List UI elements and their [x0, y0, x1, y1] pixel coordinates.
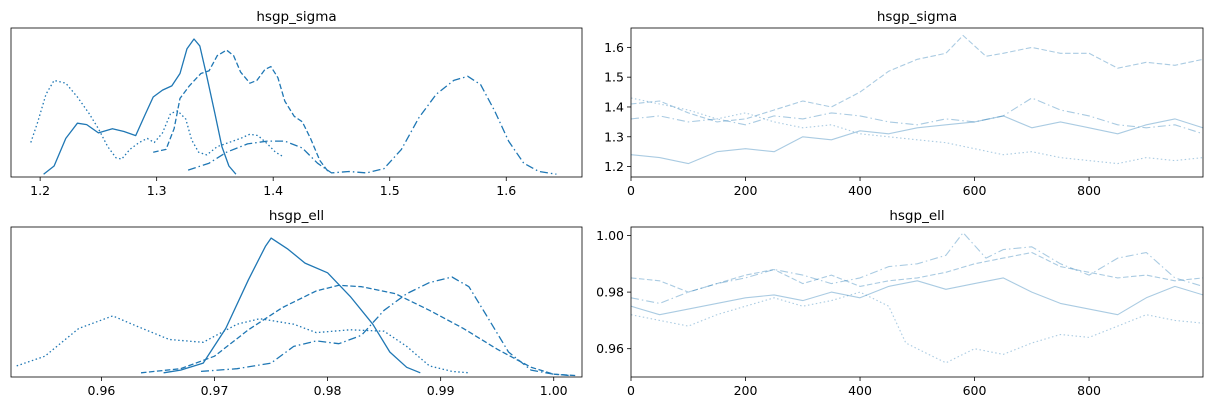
x-tick-label: 1.6 [496, 183, 516, 198]
x-tick-label: 400 [848, 383, 872, 398]
y-tick-label: 0.96 [596, 341, 624, 356]
density-panel-0: hsgp_sigma 1.2 1.3 1.4 1.5 1.6 [10, 9, 583, 198]
series-line-solid [163, 237, 421, 374]
x-tick-label: 0.99 [427, 383, 455, 398]
series-group [631, 232, 1203, 364]
axes-frame [10, 27, 583, 178]
y-tick-label: 0.98 [596, 285, 624, 300]
panel-title: hsgp_sigma [877, 9, 957, 25]
y-tick-label: 1.5 [604, 70, 624, 85]
panel-title: hsgp_ell [269, 208, 324, 224]
trace-panel-1: hsgp_sigma 0 200 400 600 800 1.2 1.3 1.4 1.5 1.6 [604, 9, 1204, 198]
x-tick-label: 200 [734, 183, 758, 198]
x-tick-label: 400 [848, 183, 872, 198]
series-line-dashed [631, 34, 1203, 123]
x-tick-label: 0.96 [88, 383, 116, 398]
axes-frame [630, 27, 1204, 178]
series-line-dashdot [631, 232, 1203, 304]
series-line-dashdot [631, 97, 1203, 135]
series-line-solid [43, 38, 237, 175]
x-tick-label: 600 [963, 183, 987, 198]
series-line-dashed [631, 251, 1203, 293]
x-tick-label: 800 [1077, 383, 1101, 398]
x-tick-label: 0.98 [314, 383, 342, 398]
series-line-dashed [153, 49, 330, 174]
series-line-dotted [16, 315, 469, 374]
y-tick-label: 1.00 [596, 228, 624, 243]
axes-frame [630, 226, 1204, 378]
x-tick-label: 0.97 [201, 383, 229, 398]
series-line-dotted [631, 97, 1203, 165]
series-group [631, 34, 1203, 165]
series-line-dashdot [187, 75, 557, 175]
x-tick-label: 1.3 [147, 183, 167, 198]
x-tick-label: 0 [627, 183, 635, 198]
y-tick-label: 1.4 [604, 99, 624, 114]
series-line-solid [631, 115, 1203, 165]
x-tick-label: 1.4 [263, 183, 283, 198]
series-group [30, 38, 557, 175]
y-tick-label: 1.3 [604, 129, 624, 144]
x-tick-label: 1.00 [540, 383, 568, 398]
x-tick-label: 600 [963, 383, 987, 398]
panel-title: hsgp_sigma [256, 9, 336, 25]
series-line-dotted [631, 291, 1203, 364]
x-tick-label: 1.5 [380, 183, 400, 198]
series-line-dotted [30, 79, 283, 160]
x-tick-label: 0 [627, 383, 635, 398]
y-tick-label: 1.6 [604, 40, 624, 55]
series-line-dashed [140, 284, 577, 377]
x-tick-label: 1.2 [30, 183, 50, 198]
density-panel-2: hsgp_ell 0.96 0.97 0.98 0.99 1.00 [10, 208, 583, 398]
trace-panel-3: hsgp_ell 0 200 400 600 800 0.96 0.98 1.00 [596, 208, 1204, 398]
series-line-solid [631, 277, 1203, 316]
panel-title: hsgp_ell [889, 208, 944, 224]
series-line-dashdot [200, 276, 571, 377]
series-group [16, 237, 577, 377]
y-tick-label: 1.2 [604, 159, 624, 174]
x-tick-label: 200 [734, 383, 758, 398]
axes-frame [10, 226, 583, 378]
x-tick-label: 800 [1077, 183, 1101, 198]
